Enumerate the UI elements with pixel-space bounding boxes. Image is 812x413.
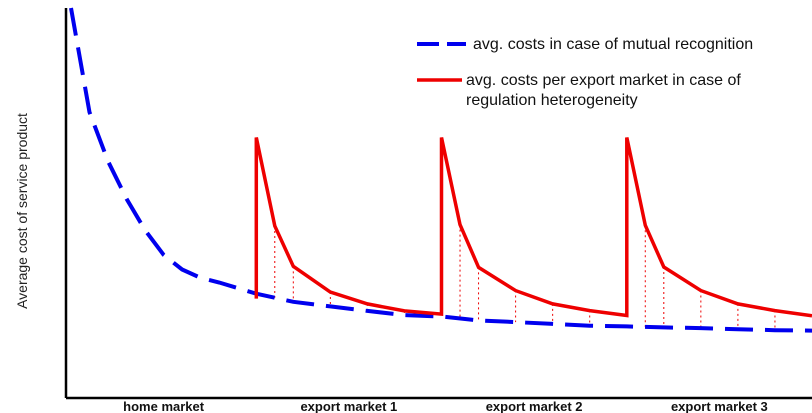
legend-label-heterogeneity-line2: regulation heterogeneity (466, 92, 638, 109)
x-tick-group: home market export market 1 export market … (123, 399, 768, 413)
series-group (69, 7, 812, 333)
legend-label-heterogeneity-line1: avg. costs per export market in case of (466, 72, 741, 89)
x-tick-label: export market 2 (486, 399, 583, 413)
legend-label-mutual-recognition: avg. costs in case of mutual recognition (473, 36, 753, 53)
series-line-mutual-recognition (69, 7, 812, 333)
x-tick-label: export market 3 (671, 399, 768, 413)
legend: avg. costs in case of mutual recognition… (417, 36, 753, 109)
series-line-heterogeneity (254, 137, 812, 318)
y-axis-label: Average cost of service product (14, 113, 30, 309)
x-tick-label: export market 1 (300, 399, 397, 413)
x-tick-label: home market (123, 399, 205, 413)
drop-lines-group (274, 224, 776, 331)
